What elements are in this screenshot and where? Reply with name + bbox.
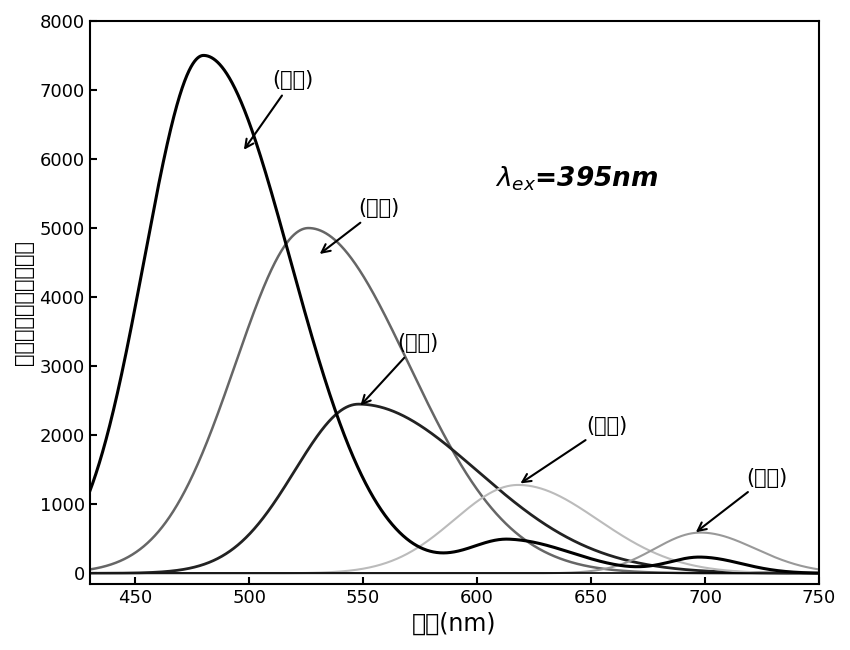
Text: (蓝色): (蓝色) bbox=[245, 70, 313, 148]
Text: (红色): (红色) bbox=[698, 467, 787, 531]
Text: (橙色): (橙色) bbox=[523, 416, 628, 482]
Y-axis label: 荧光强度（相对大小）: 荧光强度（相对大小） bbox=[14, 240, 34, 365]
X-axis label: 波长(nm): 波长(nm) bbox=[412, 612, 496, 636]
Text: $\lambda_{ex}$=395nm: $\lambda_{ex}$=395nm bbox=[496, 164, 659, 193]
Text: (绶色): (绶色) bbox=[362, 333, 439, 404]
Text: (绶色): (绶色) bbox=[321, 198, 400, 253]
